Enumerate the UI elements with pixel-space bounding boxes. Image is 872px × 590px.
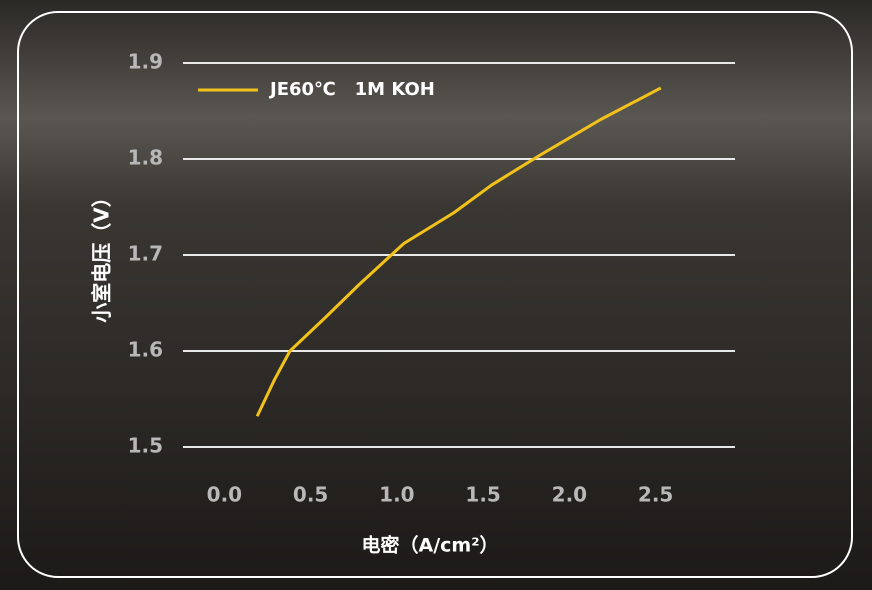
data-line	[255, 86, 662, 417]
y-tick-label: 1.5	[128, 434, 163, 458]
x-tick-label: 1.5	[465, 483, 500, 507]
y-tick-label: 1.8	[128, 146, 163, 170]
x-tick-label: 0.5	[293, 483, 328, 507]
y-axis-label: 小室电压（V）	[90, 187, 114, 322]
y-tick-label: 1.6	[128, 338, 163, 362]
legend-label: JE60℃ 1M KOH	[268, 79, 435, 100]
x-tick-label: 1.0	[379, 483, 414, 507]
frame	[17, 11, 853, 578]
x-tick-label: 2.5	[638, 483, 673, 507]
x-tick-label: 0.0	[207, 483, 242, 507]
x-axis-label: 电密（A/cm²）	[361, 534, 498, 557]
y-tick-label: 1.7	[128, 242, 163, 266]
x-tick-label: 2.0	[552, 483, 587, 507]
y-tick-label: 1.9	[128, 50, 163, 74]
